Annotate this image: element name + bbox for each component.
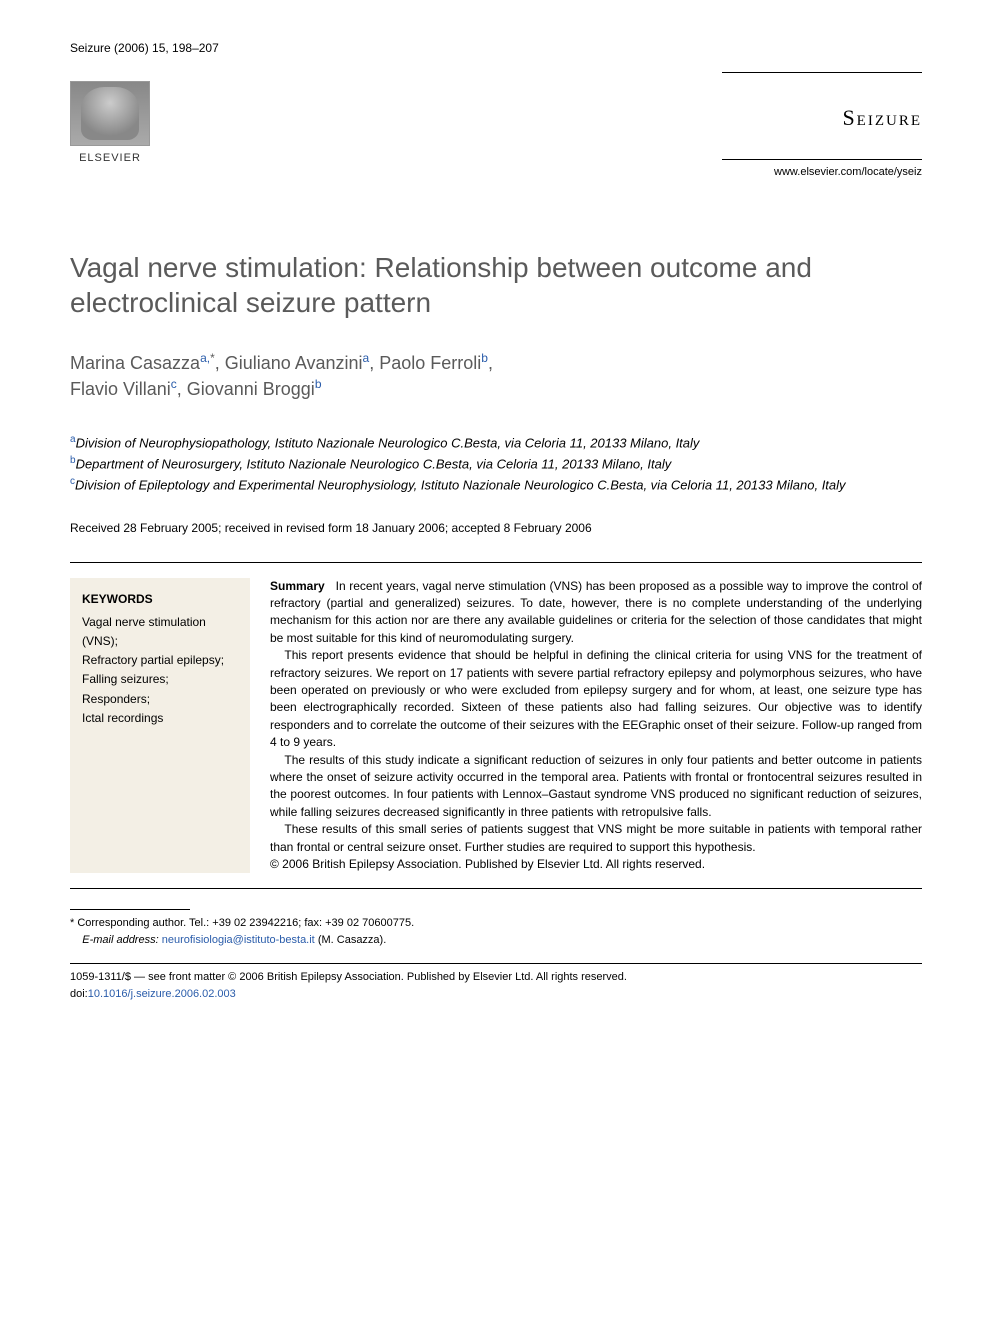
paper-page: Seizure (2006) 15, 198–207 ELSEVIER Seiz… xyxy=(0,0,992,1052)
rule xyxy=(70,963,922,964)
author: Giuliano Avanzinia xyxy=(225,353,369,373)
publisher-name: ELSEVIER xyxy=(70,151,150,166)
summary-copyright: © 2006 British Epilepsy Association. Pub… xyxy=(270,856,922,873)
keywords-box: KEYWORDS Vagal nerve stimulation (VNS); … xyxy=(70,578,250,874)
author: Marina Casazzaa,* xyxy=(70,353,215,373)
summary-p2: This report presents evidence that shoul… xyxy=(270,647,922,751)
email-link[interactable]: neurofisiologia@istituto-besta.it xyxy=(162,934,315,946)
keywords-items: Vagal nerve stimulation (VNS); Refractor… xyxy=(82,613,238,728)
footer: 1059-1311/$ — see front matter © 2006 Br… xyxy=(70,969,922,1002)
footnotes: * Corresponding author. Tel.: +39 02 239… xyxy=(70,915,922,948)
affiliation-a: aDivision of Neurophysiopathology, Istit… xyxy=(70,432,922,453)
affiliation-c: cDivision of Epileptology and Experiment… xyxy=(70,474,922,495)
front-matter: 1059-1311/$ — see front matter © 2006 Br… xyxy=(70,969,922,986)
author: Paolo Ferrolib xyxy=(379,353,488,373)
rule xyxy=(722,72,922,73)
rule xyxy=(70,909,190,910)
doi-link[interactable]: 10.1016/j.seizure.2006.02.003 xyxy=(88,988,236,1000)
abstract-row: KEYWORDS Vagal nerve stimulation (VNS); … xyxy=(70,562,922,890)
header-logo-row: ELSEVIER Seizure www.elsevier.com/locate… xyxy=(70,72,922,180)
affiliations: aDivision of Neurophysiopathology, Istit… xyxy=(70,432,922,494)
summary-p3: The results of this study indicate a sig… xyxy=(270,752,922,822)
author-list: Marina Casazzaa,*, Giuliano Avanzinia, P… xyxy=(70,350,922,402)
rule xyxy=(722,159,922,160)
author: Giovanni Broggib xyxy=(187,379,322,399)
citation-line: Seizure (2006) 15, 198–207 xyxy=(70,40,922,57)
received-dates: Received 28 February 2005; received in r… xyxy=(70,520,922,537)
publisher-logo: ELSEVIER xyxy=(70,81,150,171)
article-title: Vagal nerve stimulation: Relationship be… xyxy=(70,250,922,320)
author: Flavio Villanic xyxy=(70,379,177,399)
summary-p4: These results of this small series of pa… xyxy=(270,821,922,856)
journal-url: www.elsevier.com/locate/yseiz xyxy=(722,165,922,180)
summary-p1: Summary In recent years, vagal nerve sti… xyxy=(270,578,922,648)
journal-name: Seizure xyxy=(722,103,922,134)
elsevier-tree-icon xyxy=(70,81,150,146)
doi-line: doi:10.1016/j.seizure.2006.02.003 xyxy=(70,986,922,1003)
keywords-title: KEYWORDS xyxy=(82,590,238,609)
summary-box: Summary In recent years, vagal nerve sti… xyxy=(270,578,922,874)
journal-box: Seizure www.elsevier.com/locate/yseiz xyxy=(722,72,922,180)
affiliation-b: bDepartment of Neurosurgery, Istituto Na… xyxy=(70,453,922,474)
email-line: E-mail address: neurofisiologia@istituto… xyxy=(70,932,922,949)
corresponding-author: * Corresponding author. Tel.: +39 02 239… xyxy=(70,915,922,932)
